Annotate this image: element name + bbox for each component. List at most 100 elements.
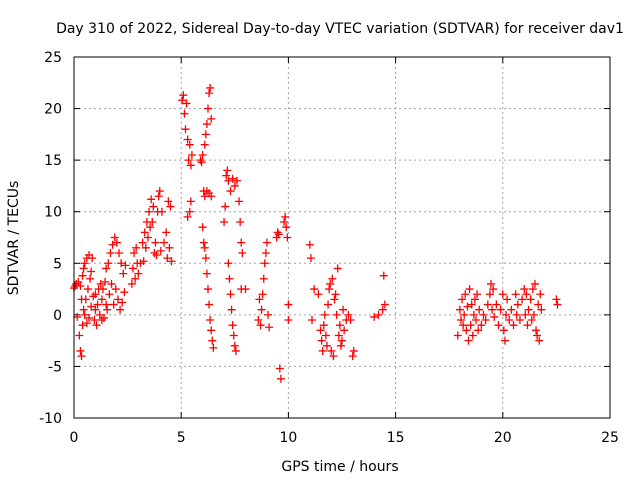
- data-point: [110, 233, 119, 242]
- data-point: [118, 298, 127, 307]
- data-point: [534, 300, 543, 309]
- data-point: [521, 310, 530, 319]
- data-point: [475, 305, 484, 314]
- data-point: [328, 274, 337, 283]
- data-point: [107, 279, 116, 288]
- data-point: [509, 321, 518, 330]
- data-point: [465, 285, 474, 294]
- data-point: [93, 300, 102, 309]
- data-point: [183, 212, 192, 221]
- data-point: [348, 352, 357, 361]
- data-point: [469, 310, 478, 319]
- data-point: [273, 228, 282, 237]
- data-point: [208, 336, 217, 345]
- data-point: [227, 305, 236, 314]
- data-point: [322, 341, 331, 350]
- y-tick-label: -10: [39, 411, 62, 427]
- data-point: [464, 336, 473, 345]
- data-point: [128, 264, 137, 273]
- data-point: [255, 295, 264, 304]
- data-point: [496, 305, 505, 314]
- data-point: [494, 321, 503, 330]
- data-point: [199, 238, 208, 247]
- x-tick-label: 20: [494, 430, 512, 446]
- data-point: [468, 331, 477, 340]
- data-point: [229, 331, 238, 340]
- data-point: [115, 248, 124, 257]
- data-point: [132, 243, 141, 252]
- data-point: [200, 243, 209, 252]
- data-point: [201, 254, 210, 263]
- data-point: [73, 312, 82, 321]
- data-point: [97, 295, 106, 304]
- data-point: [466, 321, 475, 330]
- data-point: [325, 285, 334, 294]
- data-point: [284, 316, 293, 325]
- data-point: [460, 310, 469, 319]
- data-point: [179, 91, 188, 100]
- data-point: [198, 223, 207, 232]
- data-point: [474, 326, 483, 335]
- data-point: [109, 300, 118, 309]
- data-point: [236, 218, 245, 227]
- data-point: [116, 305, 125, 314]
- data-point: [231, 346, 240, 355]
- data-point: [228, 174, 237, 183]
- data-point: [232, 176, 241, 185]
- data-point: [458, 295, 467, 304]
- data-point: [145, 207, 154, 216]
- data-point: [75, 331, 84, 340]
- data-point: [318, 346, 327, 355]
- data-point: [102, 264, 111, 273]
- data-point: [139, 257, 148, 266]
- data-point: [222, 171, 231, 180]
- data-points: [70, 83, 562, 383]
- data-point: [167, 257, 176, 266]
- data-point: [102, 300, 111, 309]
- data-point: [80, 259, 89, 268]
- data-point: [335, 321, 344, 330]
- x-tick-label: 15: [387, 430, 405, 446]
- data-point: [530, 279, 539, 288]
- data-point: [86, 274, 95, 283]
- data-point: [332, 310, 341, 319]
- data-point: [78, 321, 87, 330]
- data-point: [186, 197, 195, 206]
- data-point: [96, 279, 105, 288]
- y-axis-label: SDTVAR / TECUs: [6, 181, 22, 296]
- data-point: [498, 290, 507, 299]
- data-point: [79, 305, 88, 314]
- data-point: [207, 192, 216, 201]
- data-point: [259, 274, 268, 283]
- data-point: [513, 300, 522, 309]
- data-point: [257, 305, 266, 314]
- data-point: [310, 285, 319, 294]
- data-point: [349, 346, 358, 355]
- data-point: [330, 295, 339, 304]
- data-point: [463, 302, 472, 311]
- data-point: [150, 248, 159, 257]
- data-point: [282, 223, 291, 232]
- data-point: [500, 336, 509, 345]
- data-point: [324, 300, 333, 309]
- data-point: [492, 300, 501, 309]
- data-point: [339, 305, 348, 314]
- data-point: [321, 331, 330, 340]
- data-point: [473, 290, 482, 299]
- data-point: [185, 207, 194, 216]
- data-point: [157, 207, 166, 216]
- data-point: [184, 156, 193, 165]
- data-point: [147, 195, 156, 204]
- data-point: [103, 305, 112, 314]
- data-point: [77, 352, 86, 361]
- data-point: [140, 228, 149, 237]
- data-point: [490, 312, 499, 321]
- data-point: [106, 248, 115, 257]
- data-point: [104, 259, 113, 268]
- data-point: [228, 321, 237, 330]
- data-point: [511, 290, 520, 299]
- data-point: [529, 310, 538, 319]
- x-tick-label: 5: [177, 430, 186, 446]
- data-point: [256, 321, 265, 330]
